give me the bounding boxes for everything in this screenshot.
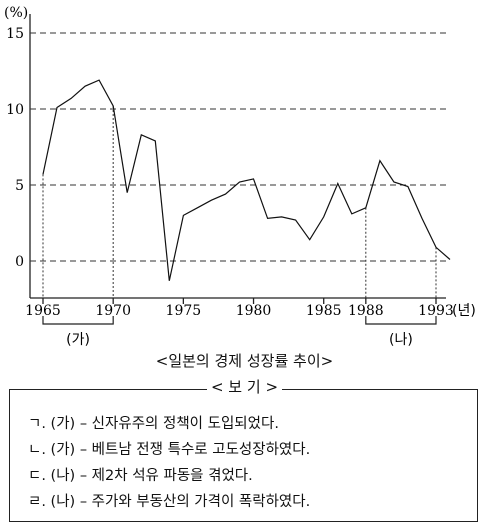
legend-item: ㄴ. (가) – 베트남 전쟁 특수로 고도성장하였다. (28, 442, 311, 458)
legend-item: ㄹ. (나) – 주가와 부동산의 가격이 폭락하였다. (28, 494, 311, 510)
legend-item: ㄷ. (나) – 제2차 석유 파동을 겪었다. (28, 468, 253, 484)
x-tick-label: 1988 (348, 303, 384, 319)
y-tick-label: 5 (15, 178, 24, 194)
x-tick-label: 1975 (166, 303, 202, 319)
legend-list: ㄱ. (가) – 신자유주의 정책이 도입되었다. ㄴ. (가) – 베트남 전… (28, 411, 310, 515)
x-tick-label: 1965 (25, 303, 61, 319)
x-tick-label: 1970 (95, 303, 131, 319)
legend-title: < 보 기 > (0, 376, 489, 397)
y-unit-label: (%) (4, 5, 28, 21)
x-tick-label: 1993 (418, 303, 454, 319)
period-bracket (42, 316, 114, 325)
y-tick-label: 10 (6, 102, 24, 118)
x-tick-label: 1985 (306, 303, 342, 319)
x-unit-label: (년) (452, 303, 476, 319)
legend-title-text: < 보 기 > (206, 378, 283, 396)
period-label: (나) (389, 332, 413, 348)
growth-rate-line (42, 79, 451, 281)
legend-item: ㄱ. (가) – 신자유주의 정책이 도입되었다. (28, 416, 279, 432)
chart-caption: <일본의 경제 성장률 추이> (155, 352, 334, 370)
x-tick-label: 1980 (236, 303, 272, 319)
y-tick-label: 15 (6, 26, 24, 42)
y-tick-label: 0 (15, 254, 24, 270)
period-label: (가) (66, 332, 90, 348)
growth-rate-chart: (%) 0 5 10 15 1965 1970 1975 1980 1985 1988 1993(년)… (4, 5, 476, 348)
period-bracket (365, 316, 437, 325)
